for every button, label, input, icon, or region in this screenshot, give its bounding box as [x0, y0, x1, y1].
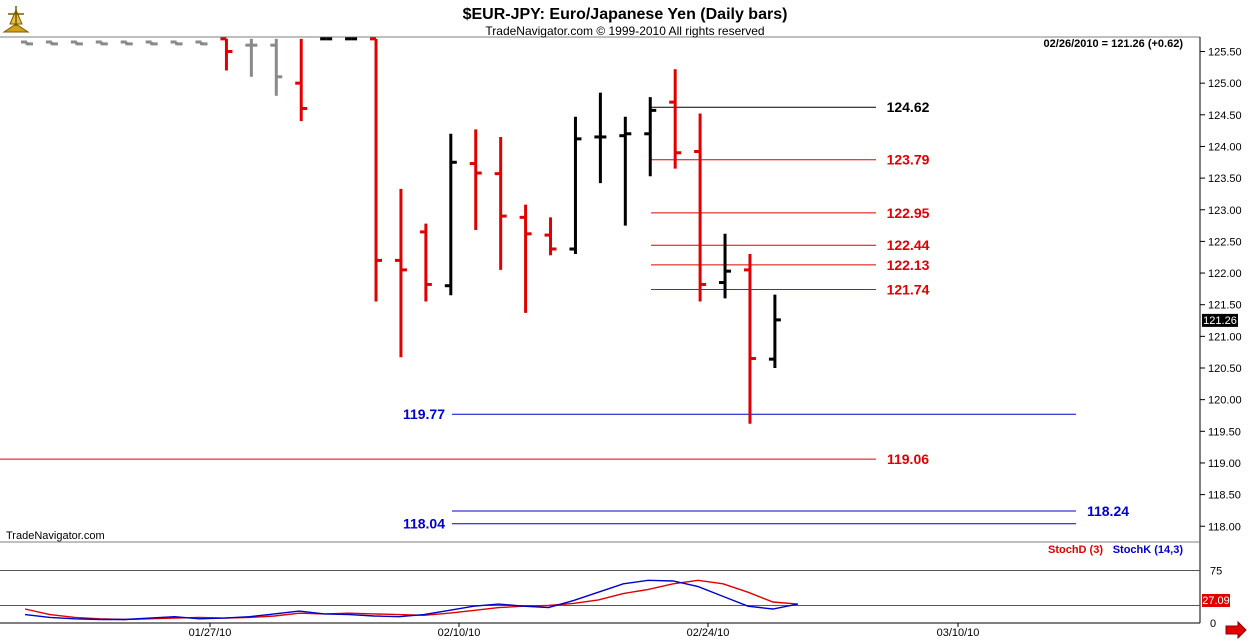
- level-label-121.74: 121.74: [887, 282, 930, 298]
- chart-subtitle: TradeNavigator.com © 1999-2010 All right…: [485, 24, 764, 38]
- price-bar: [245, 38, 258, 77]
- price-bar: [145, 40, 158, 46]
- level-label-124.62: 124.62: [887, 99, 930, 115]
- price-bar: [394, 188, 407, 358]
- last-price-badge: [1202, 313, 1238, 327]
- date-axis: 01/27/10 02/10/10 02/24/10 03/10/10: [189, 623, 980, 639]
- price-bar: [220, 37, 233, 71]
- watermark: TradeNavigator.com: [6, 530, 105, 542]
- price-axis: 125.50 125.00 124.50 124.00 123.50 123.00 122.…: [1200, 47, 1242, 533]
- price-bar: [21, 40, 33, 46]
- date-tick-label: 02/10/10: [438, 627, 481, 639]
- scroll-right-arrow-icon[interactable]: [1225, 620, 1247, 640]
- price-tick-label: 125.50: [1208, 47, 1242, 59]
- date-tick-label: 01/27/10: [189, 627, 232, 639]
- level-label-123.79: 123.79: [887, 152, 930, 168]
- level-lines: 124.62 123.79 122.95 122.44 122.13 121.74 119.…: [0, 99, 1129, 532]
- price-tick-label: 125.00: [1208, 78, 1242, 90]
- price-bar: [669, 69, 682, 169]
- price-bar: [694, 113, 707, 302]
- level-label-118.04: 118.04: [403, 516, 445, 532]
- price-bar: [95, 40, 108, 46]
- price-bar: [270, 38, 283, 96]
- price-tick-label: 118.00: [1208, 521, 1241, 533]
- chart-title: $EUR-JPY: Euro/Japanese Yen (Daily bars): [463, 6, 788, 23]
- stoch-tick-label: 0: [1210, 618, 1216, 630]
- price-bar: [120, 40, 133, 46]
- price-tick-label: 121.50: [1208, 300, 1242, 312]
- price-bar: [45, 40, 58, 46]
- stoch-last-badge: [1202, 594, 1230, 607]
- date-tick-label: 03/10/10: [937, 627, 980, 639]
- price-tick-label: 122.50: [1208, 236, 1242, 248]
- stochastic-panel: 75 0: [0, 566, 1222, 630]
- level-label-122.44: 122.44: [887, 237, 930, 253]
- price-tick-label: 121.00: [1208, 331, 1242, 343]
- price-bar: [743, 254, 756, 424]
- price-bar: [419, 223, 432, 302]
- price-bar: [519, 204, 532, 313]
- price-bar: [295, 38, 308, 122]
- price-bar: [469, 129, 482, 231]
- price-bar: [719, 233, 732, 299]
- price-bars: [21, 37, 781, 424]
- last-quote: 02/26/2010 = 121.26 (+0.62): [1044, 38, 1184, 50]
- price-bar: [370, 37, 383, 302]
- level-label-118.24: 118.24: [1087, 503, 1129, 519]
- price-bar: [644, 97, 657, 177]
- trade-navigator-logo-icon[interactable]: [2, 6, 30, 33]
- price-tick-label: 120.50: [1208, 363, 1242, 375]
- price-tick-label: 124.50: [1208, 110, 1242, 122]
- price-bar: [195, 40, 208, 46]
- stoch-last-label: 27.09: [1202, 595, 1230, 607]
- price-bar: [619, 116, 632, 226]
- price-tick-label: 120.00: [1208, 395, 1242, 407]
- price-bar: [569, 116, 582, 255]
- price-tick-label: 123.00: [1208, 205, 1242, 217]
- stoch-d-legend: StochD (3): [1048, 544, 1103, 556]
- stoch-k-legend: StochK (14,3): [1113, 544, 1184, 556]
- stoch-k-line: [24, 579, 798, 621]
- price-tick-label: 124.00: [1208, 141, 1242, 153]
- date-tick-label: 02/24/10: [687, 627, 730, 639]
- level-label-119.77: 119.77: [403, 406, 445, 422]
- price-bar: [494, 136, 507, 270]
- last-price-label: 121.26: [1203, 315, 1237, 327]
- level-label-122.13: 122.13: [887, 257, 930, 273]
- level-label-122.95: 122.95: [887, 205, 930, 221]
- price-bar: [70, 40, 83, 46]
- price-tick-label: 123.50: [1208, 173, 1242, 185]
- stoch-tick-label: 75: [1210, 566, 1222, 578]
- price-tick-label: 119.00: [1208, 458, 1241, 470]
- price-bar: [768, 294, 781, 368]
- price-bar: [170, 40, 183, 46]
- price-bar: [544, 217, 557, 256]
- price-tick-label: 118.50: [1208, 490, 1241, 502]
- price-tick-label: 122.00: [1208, 268, 1242, 280]
- level-label-119.06: 119.06: [887, 451, 929, 467]
- price-bar: [594, 92, 607, 184]
- price-bar: [444, 133, 457, 296]
- price-tick-label: 119.50: [1208, 426, 1241, 438]
